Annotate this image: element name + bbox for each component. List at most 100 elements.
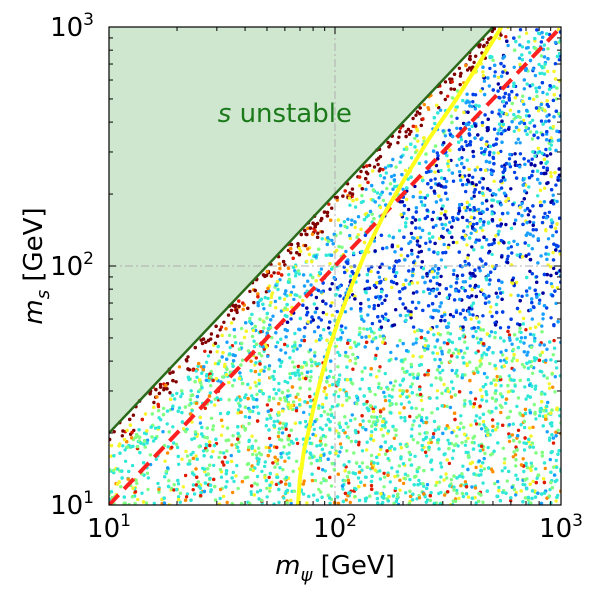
scatter-point: [525, 361, 529, 365]
scatter-point: [440, 352, 444, 356]
scatter-point: [477, 44, 481, 48]
scatter-point: [474, 422, 479, 426]
scatter-point: [232, 378, 236, 382]
scatter-point: [472, 216, 476, 220]
scatter-point: [394, 357, 398, 361]
scatter-point: [486, 433, 490, 437]
scatter-point: [491, 192, 496, 196]
scatter-point: [209, 369, 213, 374]
scatter-point: [500, 119, 504, 123]
scatter-point: [351, 198, 355, 203]
scatter-point: [442, 493, 447, 497]
scatter-point: [503, 178, 507, 182]
scatter-point: [229, 453, 233, 458]
scatter-point: [123, 459, 128, 463]
scatter-point: [551, 124, 556, 129]
scatter-point: [545, 181, 549, 186]
scatter-point: [546, 400, 550, 405]
scatter-point: [200, 425, 204, 430]
scatter-point: [402, 211, 406, 216]
scatter-point: [444, 209, 448, 214]
scatter-point: [275, 340, 280, 345]
scatter-point: [425, 482, 430, 487]
scatter-point: [411, 291, 416, 295]
scatter-point: [451, 218, 456, 223]
scatter-point: [130, 463, 135, 468]
scatter-point: [447, 461, 452, 466]
scatter-point: [346, 217, 350, 221]
scatter-point: [295, 293, 299, 297]
scatter-point: [526, 498, 531, 502]
scatter-point: [518, 323, 522, 327]
scatter-point: [187, 403, 191, 407]
scatter-point: [481, 70, 485, 74]
scatter-point: [472, 60, 476, 65]
scatter-point: [545, 496, 549, 500]
scatter-point: [468, 57, 472, 62]
scatter-point: [490, 396, 495, 400]
scatter-point: [183, 473, 188, 478]
scatter-point: [349, 439, 354, 444]
scatter-point: [487, 243, 491, 247]
scatter-point: [433, 121, 437, 126]
scatter-point: [550, 424, 554, 428]
scatter-point: [267, 289, 271, 293]
scatter-point: [211, 424, 216, 428]
scatter-point: [494, 302, 499, 307]
scatter-point: [343, 224, 347, 229]
scatter-point: [390, 466, 394, 470]
scatter-point: [414, 306, 418, 310]
scatter-point: [533, 46, 537, 50]
scatter-point: [413, 475, 417, 479]
scatter-point: [267, 428, 271, 432]
scatter-point: [349, 222, 354, 227]
scatter-point: [459, 484, 463, 488]
scatter-point: [481, 328, 486, 332]
scatter-point: [329, 413, 334, 417]
scatter-point: [414, 337, 419, 341]
scatter-point: [484, 399, 489, 403]
scatter-point: [458, 74, 463, 78]
scatter-point: [349, 307, 353, 311]
scatter-point: [481, 314, 485, 318]
scatter-point: [395, 344, 400, 348]
scatter-point: [357, 498, 362, 503]
scatter-point: [388, 480, 392, 484]
scatter-point: [455, 116, 459, 121]
scatter-point: [295, 441, 300, 446]
scatter-point: [247, 445, 251, 449]
scatter-point: [184, 495, 189, 499]
scatter-point: [265, 486, 269, 490]
scatter-point: [316, 231, 320, 235]
scatter-point: [446, 94, 450, 99]
scatter-point: [264, 478, 269, 483]
scatter-point: [474, 501, 478, 505]
scatter-point: [404, 444, 408, 448]
scatter-point: [145, 441, 149, 445]
scatter-point: [190, 420, 194, 424]
scatter-point: [223, 364, 227, 369]
scatter-point: [448, 405, 453, 410]
scatter-point: [288, 293, 293, 297]
scatter-point: [482, 371, 487, 376]
scatter-point: [292, 285, 296, 289]
scatter-point: [290, 489, 294, 493]
scatter-point: [358, 423, 362, 427]
scatter-point: [256, 460, 261, 464]
scatter-point: [519, 336, 524, 340]
scatter-point: [485, 40, 489, 45]
scatter-point: [465, 92, 469, 96]
scatter-point: [384, 294, 389, 298]
scatter-point: [357, 175, 362, 179]
scatter-point: [439, 211, 443, 215]
scatter-point: [512, 129, 516, 133]
scatter-point: [509, 378, 514, 382]
scatter-point: [427, 441, 431, 445]
scatter-point: [526, 45, 530, 50]
scatter-point: [411, 437, 416, 442]
scatter-point: [319, 318, 323, 322]
scatter-point: [353, 494, 357, 499]
scatter-point: [201, 337, 206, 341]
scatter-point: [506, 325, 511, 329]
scatter-point: [454, 371, 458, 375]
